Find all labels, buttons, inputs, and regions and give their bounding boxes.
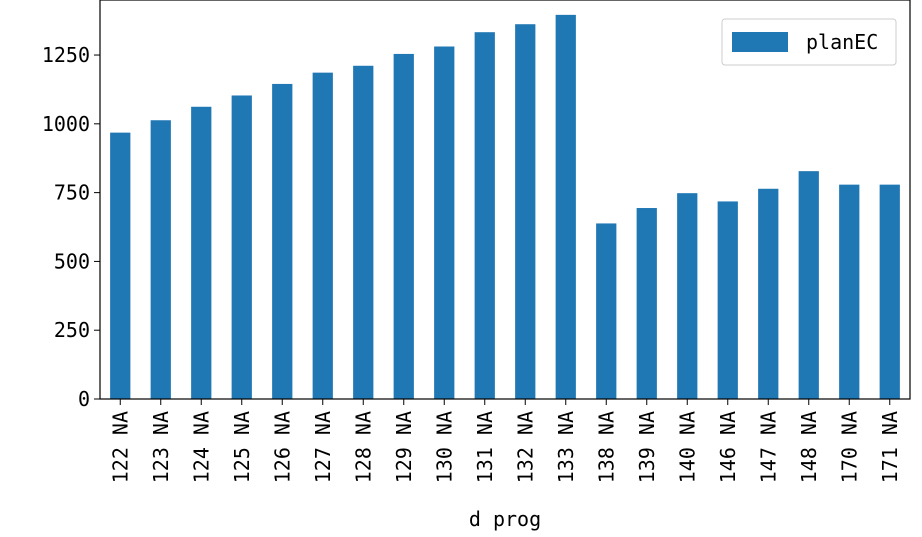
bar-170-na (839, 184, 860, 399)
legend-swatch (732, 32, 788, 52)
x-axis: 122 NA 123 NA 124 NA 125 NA 126 NA 127 NA 128 … (108, 399, 902, 483)
x-tick-label: 133 NA (554, 411, 578, 483)
bar-146-na (717, 201, 738, 399)
bars-group (110, 14, 900, 400)
x-tick-label: 128 NA (351, 411, 375, 483)
y-tick-label: 500 (54, 249, 90, 273)
x-axis-label: d prog (469, 507, 541, 531)
bar-148-na (798, 171, 819, 399)
x-tick-label: 140 NA (675, 411, 699, 483)
bar-139-na (636, 208, 657, 399)
legend: planEC (721, 18, 897, 66)
bar-122-na (110, 132, 131, 399)
bar-124-na (191, 106, 212, 400)
x-tick-label: 131 NA (473, 411, 497, 483)
y-tick-label: 250 (54, 318, 90, 342)
bar-125-na (231, 95, 252, 399)
x-tick-label: 170 NA (837, 411, 861, 483)
x-tick-label: 127 NA (311, 411, 335, 483)
x-tick-label: 126 NA (270, 411, 294, 483)
y-tick-label: 1000 (42, 112, 90, 136)
bar-128-na (353, 65, 374, 400)
y-axis: 0 250 500 750 1000 1250 (42, 43, 100, 411)
plot-frame (99, 0, 911, 400)
bar-133-na (555, 14, 576, 400)
bar-130-na (434, 46, 455, 399)
x-tick-label: 171 NA (878, 411, 902, 483)
x-tick-label: 130 NA (432, 411, 456, 483)
x-tick-label: 148 NA (797, 411, 821, 483)
bar-138-na (596, 223, 617, 399)
x-tick-label: 123 NA (149, 411, 173, 483)
bar-140-na (677, 193, 698, 399)
x-tick-label: 124 NA (189, 411, 213, 483)
bar-123-na (150, 120, 171, 399)
x-tick-label: 147 NA (756, 411, 780, 483)
bar-126-na (272, 83, 293, 400)
bar-147-na (758, 188, 779, 399)
bar-171-na (879, 184, 900, 399)
legend-box (721, 18, 897, 66)
y-tick-label: 750 (54, 181, 90, 205)
bar-131-na (474, 32, 495, 399)
x-tick-label: 138 NA (594, 411, 618, 483)
y-tick-label: 0 (78, 387, 90, 411)
x-tick-label: 125 NA (230, 411, 254, 483)
legend-label: planEC (806, 30, 878, 54)
y-tick-label: 1250 (42, 43, 90, 67)
bar-132-na (515, 24, 536, 399)
x-tick-label: 139 NA (635, 411, 659, 483)
x-tick-label: 122 NA (108, 411, 132, 483)
bar-127-na (312, 72, 333, 400)
x-tick-label: 132 NA (513, 411, 537, 483)
bar-129-na (393, 53, 414, 400)
x-tick-label: 146 NA (716, 411, 740, 483)
x-tick-label: 129 NA (392, 411, 416, 483)
